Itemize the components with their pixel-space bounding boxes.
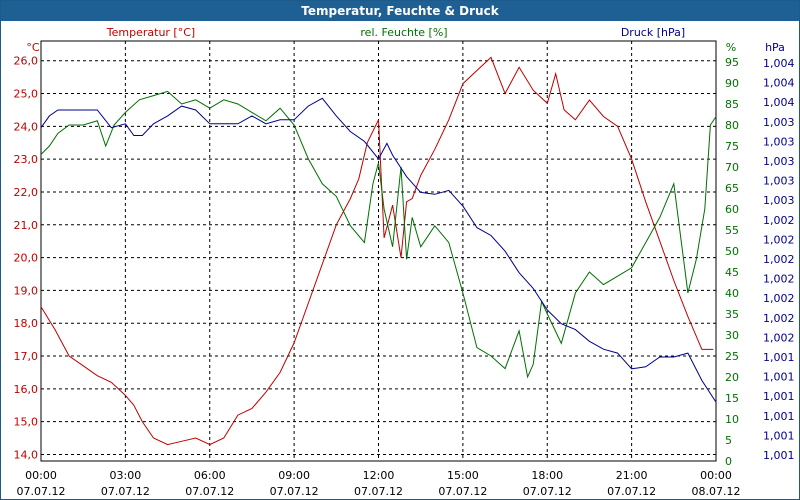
- temperature-tick-label: 22,0: [14, 186, 39, 199]
- pressure-tick-label: 1,001: [763, 410, 795, 423]
- pressure-tick-label: 1,003: [763, 194, 795, 207]
- x-tick-time: 21:00: [616, 469, 648, 482]
- x-tick-time: 03:00: [110, 469, 142, 482]
- x-tick-time: 09:00: [278, 469, 310, 482]
- humidity-tick-label: 85: [725, 98, 739, 111]
- legend-pressure: Druck [hPa]: [621, 26, 685, 39]
- x-tick-time: 15:00: [447, 469, 479, 482]
- x-tick-date: 07.07.12: [185, 485, 234, 498]
- pressure-tick-label: 1,001: [763, 449, 795, 462]
- axis-unit-temperature: °C: [26, 41, 40, 54]
- plot-frame: [40, 40, 717, 462]
- x-tick-date: 07.07.12: [438, 485, 487, 498]
- humidity-tick-label: 80: [725, 119, 739, 132]
- humidity-line: [40, 90, 717, 379]
- pressure-tick-label: 1,003: [763, 155, 795, 168]
- temperature-tick-label: 17,0: [14, 350, 39, 363]
- humidity-tick-label: 0: [725, 455, 732, 468]
- pressure-tick-label: 1,003: [763, 175, 795, 188]
- x-tick-date: 08.07.12: [692, 485, 741, 498]
- pressure-tick-label: 1,003: [763, 116, 795, 129]
- humidity-tick-label: 30: [725, 329, 739, 342]
- pressure-tick-label: 1,004: [763, 57, 795, 70]
- temperature-tick-label: 25,0: [14, 88, 39, 101]
- x-tick-time: 00:00: [25, 469, 57, 482]
- pressure-tick-label: 1,002: [763, 273, 795, 286]
- temperature-tick-label: 19,0: [14, 284, 39, 297]
- humidity-tick-label: 50: [725, 245, 739, 258]
- x-tick-time: 00:00: [700, 469, 732, 482]
- x-tick-time: 06:00: [194, 469, 226, 482]
- pressure-line: [40, 97, 717, 403]
- humidity-tick-label: 75: [725, 140, 739, 153]
- humidity-tick-label: 70: [725, 161, 739, 174]
- x-tick-date: 07.07.12: [270, 485, 319, 498]
- legend-humidity: rel. Feuchte [%]: [360, 26, 447, 39]
- humidity-tick-label: 60: [725, 203, 739, 216]
- temperature-tick-label: 24,0: [14, 120, 39, 133]
- temperature-tick-label: 14,0: [14, 448, 39, 461]
- pressure-tick-label: 1,002: [763, 233, 795, 246]
- window-title: Temperatur, Feuchte & Druck: [1, 1, 799, 21]
- temperature-tick-label: 18,0: [14, 317, 39, 330]
- pressure-tick-label: 1,004: [763, 96, 795, 109]
- humidity-tick-label: 15: [725, 392, 739, 405]
- pressure-tick-label: 1,001: [763, 351, 795, 364]
- pressure-tick-label: 1,002: [763, 312, 795, 325]
- x-tick-date: 07.07.12: [607, 485, 656, 498]
- pressure-tick-label: 1,002: [763, 292, 795, 305]
- temperature-tick-label: 23,0: [14, 153, 39, 166]
- pressure-tick-label: 1,004: [763, 77, 795, 90]
- humidity-tick-label: 65: [725, 182, 739, 195]
- humidity-tick-label: 35: [725, 308, 739, 321]
- temperature-line: [40, 56, 714, 446]
- legend-temperature: Temperatur [°C]: [106, 26, 195, 39]
- humidity-tick-label: 5: [725, 434, 732, 447]
- chart-svg: Temperatur [°C] rel. Feuchte [%] Druck […: [14, 26, 795, 498]
- x-tick-time: 18:00: [531, 469, 563, 482]
- pressure-tick-label: 1,003: [763, 135, 795, 148]
- pressure-tick-label: 1,002: [763, 214, 795, 227]
- humidity-tick-label: 45: [725, 266, 739, 279]
- humidity-tick-label: 20: [725, 371, 739, 384]
- axes: 14,0 15,0 16,0 17,0 18,0 19,0 20,0 21,0 22,0 23,0…: [14, 55, 795, 498]
- x-tick-date: 07.07.12: [354, 485, 403, 498]
- pressure-tick-label: 1,001: [763, 390, 795, 403]
- x-tick-time: 12:00: [363, 469, 395, 482]
- x-tick-date: 07.07.12: [17, 485, 66, 498]
- humidity-tick-label: 25: [725, 350, 739, 363]
- pressure-tick-label: 1,002: [763, 253, 795, 266]
- pressure-tick-label: 1,002: [763, 331, 795, 344]
- grid: [41, 41, 716, 461]
- temperature-tick-label: 16,0: [14, 383, 39, 396]
- pressure-tick-label: 1,001: [763, 371, 795, 384]
- axis-unit-pressure: hPa: [765, 41, 785, 54]
- humidity-tick-label: 40: [725, 287, 739, 300]
- humidity-tick-label: 10: [725, 413, 739, 426]
- temperature-tick-label: 26,0: [14, 55, 39, 68]
- humidity-tick-label: 90: [725, 77, 739, 90]
- x-tick-date: 07.07.12: [101, 485, 150, 498]
- pressure-tick-label: 1,001: [763, 429, 795, 442]
- axis-unit-humidity: %: [726, 41, 736, 54]
- humidity-tick-label: 55: [725, 224, 739, 237]
- humidity-tick-label: 95: [725, 56, 739, 69]
- temperature-tick-label: 15,0: [14, 416, 39, 429]
- series: [40, 56, 717, 446]
- x-tick-date: 07.07.12: [523, 485, 572, 498]
- temperature-tick-label: 20,0: [14, 252, 39, 265]
- temperature-tick-label: 21,0: [14, 219, 39, 232]
